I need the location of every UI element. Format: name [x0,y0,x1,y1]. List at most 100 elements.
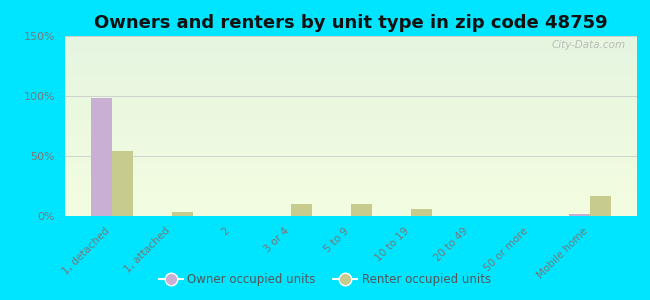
Bar [65,147,637,148]
Bar [65,209,637,210]
Bar [65,122,637,123]
Bar [65,85,637,86]
Bar [65,204,637,205]
Bar [91,98,112,216]
Bar [65,131,637,132]
Bar [65,90,637,91]
Bar [65,150,637,151]
Bar [65,81,637,82]
Bar [65,188,637,189]
Bar [65,146,637,147]
Bar [65,127,637,128]
Bar [65,178,637,179]
Bar [65,102,637,103]
Bar [65,166,637,167]
Bar [65,208,637,209]
Bar [65,98,637,99]
Bar [65,60,637,61]
Bar [65,175,637,176]
Bar [65,160,637,161]
Bar [65,58,637,59]
Bar [65,44,637,45]
Bar [65,169,637,170]
Bar [65,187,637,188]
Bar [65,210,637,211]
Bar [65,130,637,131]
Title: Owners and renters by unit type in zip code 48759: Owners and renters by unit type in zip c… [94,14,608,32]
Bar [65,213,637,214]
Bar [65,194,637,195]
Bar [65,148,637,149]
Bar [65,99,637,100]
Bar [65,66,637,67]
Bar [65,201,637,202]
Bar [65,87,637,88]
Bar [65,137,637,138]
Bar [65,173,637,174]
Bar [65,74,637,75]
Bar [65,192,637,193]
Bar [65,136,637,137]
Bar [65,70,637,71]
Bar [65,100,637,101]
Bar [65,141,637,142]
Bar [291,204,312,216]
Bar [65,41,637,42]
Bar [65,64,637,65]
Bar [65,43,637,44]
Bar [65,182,637,183]
Bar [65,40,637,41]
Bar [65,193,637,194]
Bar [65,154,637,155]
Bar [65,132,637,133]
Bar [65,198,637,199]
Bar [65,114,637,115]
Bar [65,199,637,200]
Bar [65,200,637,201]
Bar [65,189,637,190]
Bar [65,124,637,125]
Bar [65,185,637,186]
Bar [569,214,590,216]
Bar [65,36,637,37]
Bar [65,97,637,98]
Bar [65,135,637,136]
Bar [65,125,637,126]
Bar [65,118,637,119]
Bar [65,203,637,204]
Bar [112,151,133,216]
Bar [65,56,637,57]
Bar [172,212,192,216]
Bar [65,202,637,203]
Bar [65,117,637,118]
Bar [65,161,637,162]
Bar [65,207,637,208]
Bar [65,195,637,196]
Bar [65,106,637,107]
Bar [65,62,637,63]
Bar [65,139,637,140]
Bar [65,156,637,157]
Bar [65,180,637,181]
Bar [65,59,637,60]
Bar [65,79,637,80]
Bar [65,116,637,117]
Bar [65,121,637,122]
Bar [65,67,637,68]
Bar [65,89,637,90]
Bar [65,109,637,110]
Bar [65,212,637,213]
Bar [65,50,637,51]
Bar [65,88,637,89]
Bar [65,177,637,178]
Bar [65,120,637,121]
Bar [65,153,637,154]
Bar [65,52,637,53]
Bar [65,158,637,159]
Bar [65,159,637,160]
Bar [65,151,637,152]
Bar [65,179,637,180]
Bar [65,128,637,129]
Bar [65,54,637,55]
Bar [65,105,637,106]
